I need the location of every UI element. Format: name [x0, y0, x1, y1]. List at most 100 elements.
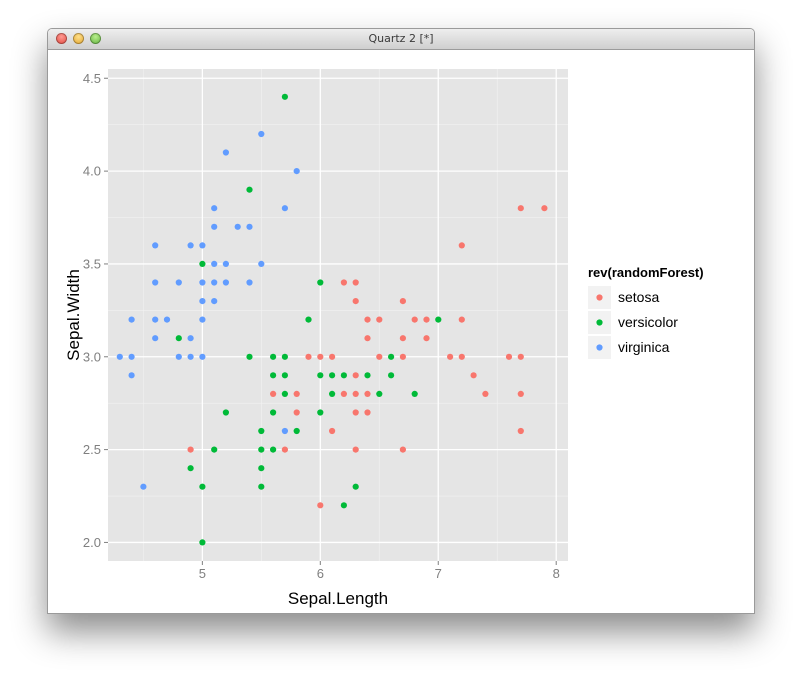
data-point-setosa	[399, 298, 406, 305]
data-point-setosa	[376, 353, 383, 360]
data-point-virginica	[152, 335, 159, 342]
data-point-setosa	[293, 409, 300, 416]
y-tick-label: 2.5	[83, 442, 101, 457]
data-point-setosa	[281, 446, 288, 453]
data-point-versicolor	[222, 409, 229, 416]
legend-title: rev(randomForest)	[588, 265, 704, 280]
data-point-versicolor	[329, 372, 336, 379]
axis-ticks: 5 6 7 8 2.0 2.5 3.0 3.5 4.0 4.5	[83, 71, 560, 581]
data-point-setosa	[293, 390, 300, 397]
minimize-window-icon[interactable]	[73, 33, 84, 44]
data-point-virginica	[140, 483, 147, 490]
data-point-setosa	[399, 446, 406, 453]
x-tick-label: 7	[435, 566, 442, 581]
data-point-versicolor	[364, 372, 371, 379]
data-point-setosa	[541, 205, 548, 212]
data-point-setosa	[517, 353, 524, 360]
data-point-virginica	[199, 298, 206, 305]
data-point-versicolor	[293, 427, 300, 435]
data-point-versicolor	[317, 279, 324, 286]
data-point-setosa	[458, 353, 465, 360]
data-point-setosa	[399, 353, 406, 360]
data-point-versicolor	[270, 409, 277, 416]
data-point-virginica	[152, 242, 159, 249]
data-point-versicolor	[340, 372, 347, 379]
x-tick-label: 6	[317, 566, 324, 581]
data-point-versicolor	[211, 446, 218, 453]
data-point-setosa	[470, 372, 477, 379]
data-point-versicolor	[246, 353, 253, 360]
data-point-setosa	[317, 353, 324, 360]
data-point-virginica	[211, 223, 218, 230]
data-point-versicolor	[376, 390, 383, 397]
data-point-virginica	[199, 316, 206, 323]
close-window-icon[interactable]	[56, 33, 67, 44]
data-point-virginica	[187, 353, 194, 360]
data-point-virginica	[199, 242, 206, 249]
data-point-versicolor	[199, 483, 206, 490]
zoom-window-icon[interactable]	[90, 33, 101, 44]
data-point-virginica	[234, 223, 241, 230]
y-tick-label: 4.5	[83, 71, 101, 86]
data-point-virginica	[128, 353, 135, 360]
window-titlebar[interactable]: Quartz 2 [*]	[48, 29, 754, 50]
data-point-virginica	[163, 316, 171, 323]
data-point-versicolor	[175, 335, 182, 342]
data-point-versicolor	[317, 409, 324, 416]
data-point-versicolor	[199, 260, 206, 267]
data-point-setosa	[505, 353, 513, 360]
data-point-virginica	[222, 260, 229, 267]
data-point-versicolor	[388, 372, 395, 379]
data-point-versicolor	[270, 372, 277, 379]
data-point-setosa	[458, 316, 465, 323]
data-point-virginica	[199, 279, 206, 286]
data-point-versicolor	[340, 502, 347, 509]
data-point-setosa	[352, 298, 359, 305]
data-point-setosa	[352, 279, 359, 286]
data-point-virginica	[152, 316, 159, 323]
data-point-versicolor	[199, 539, 206, 546]
data-point-virginica	[116, 353, 123, 360]
data-point-versicolor	[435, 316, 442, 323]
data-point-virginica	[246, 223, 253, 230]
data-point-versicolor	[281, 390, 288, 397]
data-point-versicolor	[317, 372, 324, 379]
plot-panel	[108, 69, 568, 561]
data-point-virginica	[152, 279, 159, 286]
y-tick-label: 4.0	[83, 164, 101, 179]
legend-label-setosa: setosa	[618, 289, 659, 305]
legend: rev(randomForest) setosa versicolor virgin…	[588, 265, 704, 359]
data-point-virginica	[211, 279, 218, 286]
data-point-virginica	[187, 242, 194, 249]
data-point-virginica	[281, 205, 288, 212]
data-point-versicolor	[388, 353, 395, 360]
data-point-virginica	[258, 130, 265, 138]
data-point-virginica	[258, 260, 265, 267]
data-point-setosa	[329, 427, 336, 435]
y-axis-title: Sepal.Width	[64, 269, 83, 361]
legend-label-virginica: virginica	[618, 339, 670, 355]
data-point-virginica	[211, 205, 218, 212]
data-point-versicolor	[258, 446, 265, 453]
data-point-virginica	[211, 298, 218, 305]
data-point-virginica	[211, 260, 218, 267]
data-point-versicolor	[246, 186, 253, 193]
legend-point-setosa	[596, 294, 603, 301]
data-point-virginica	[281, 427, 288, 435]
data-point-virginica	[128, 316, 135, 323]
data-point-versicolor	[411, 390, 418, 397]
y-tick-label: 3.0	[83, 349, 101, 364]
data-point-setosa	[364, 335, 371, 342]
data-point-setosa	[517, 205, 524, 212]
data-point-virginica	[293, 168, 300, 175]
scatter-plot: 5 6 7 8 2.0 2.5 3.0 3.5 4.0 4.5 Sepal.Length Sepa…	[64, 69, 704, 608]
data-point-setosa	[482, 390, 489, 397]
data-point-versicolor	[281, 372, 288, 379]
data-point-setosa	[364, 390, 371, 397]
data-point-setosa	[329, 353, 336, 360]
data-point-setosa	[447, 353, 454, 360]
data-point-setosa	[423, 316, 430, 323]
data-point-virginica	[187, 335, 194, 342]
data-point-setosa	[317, 502, 324, 509]
data-point-versicolor	[187, 465, 194, 472]
